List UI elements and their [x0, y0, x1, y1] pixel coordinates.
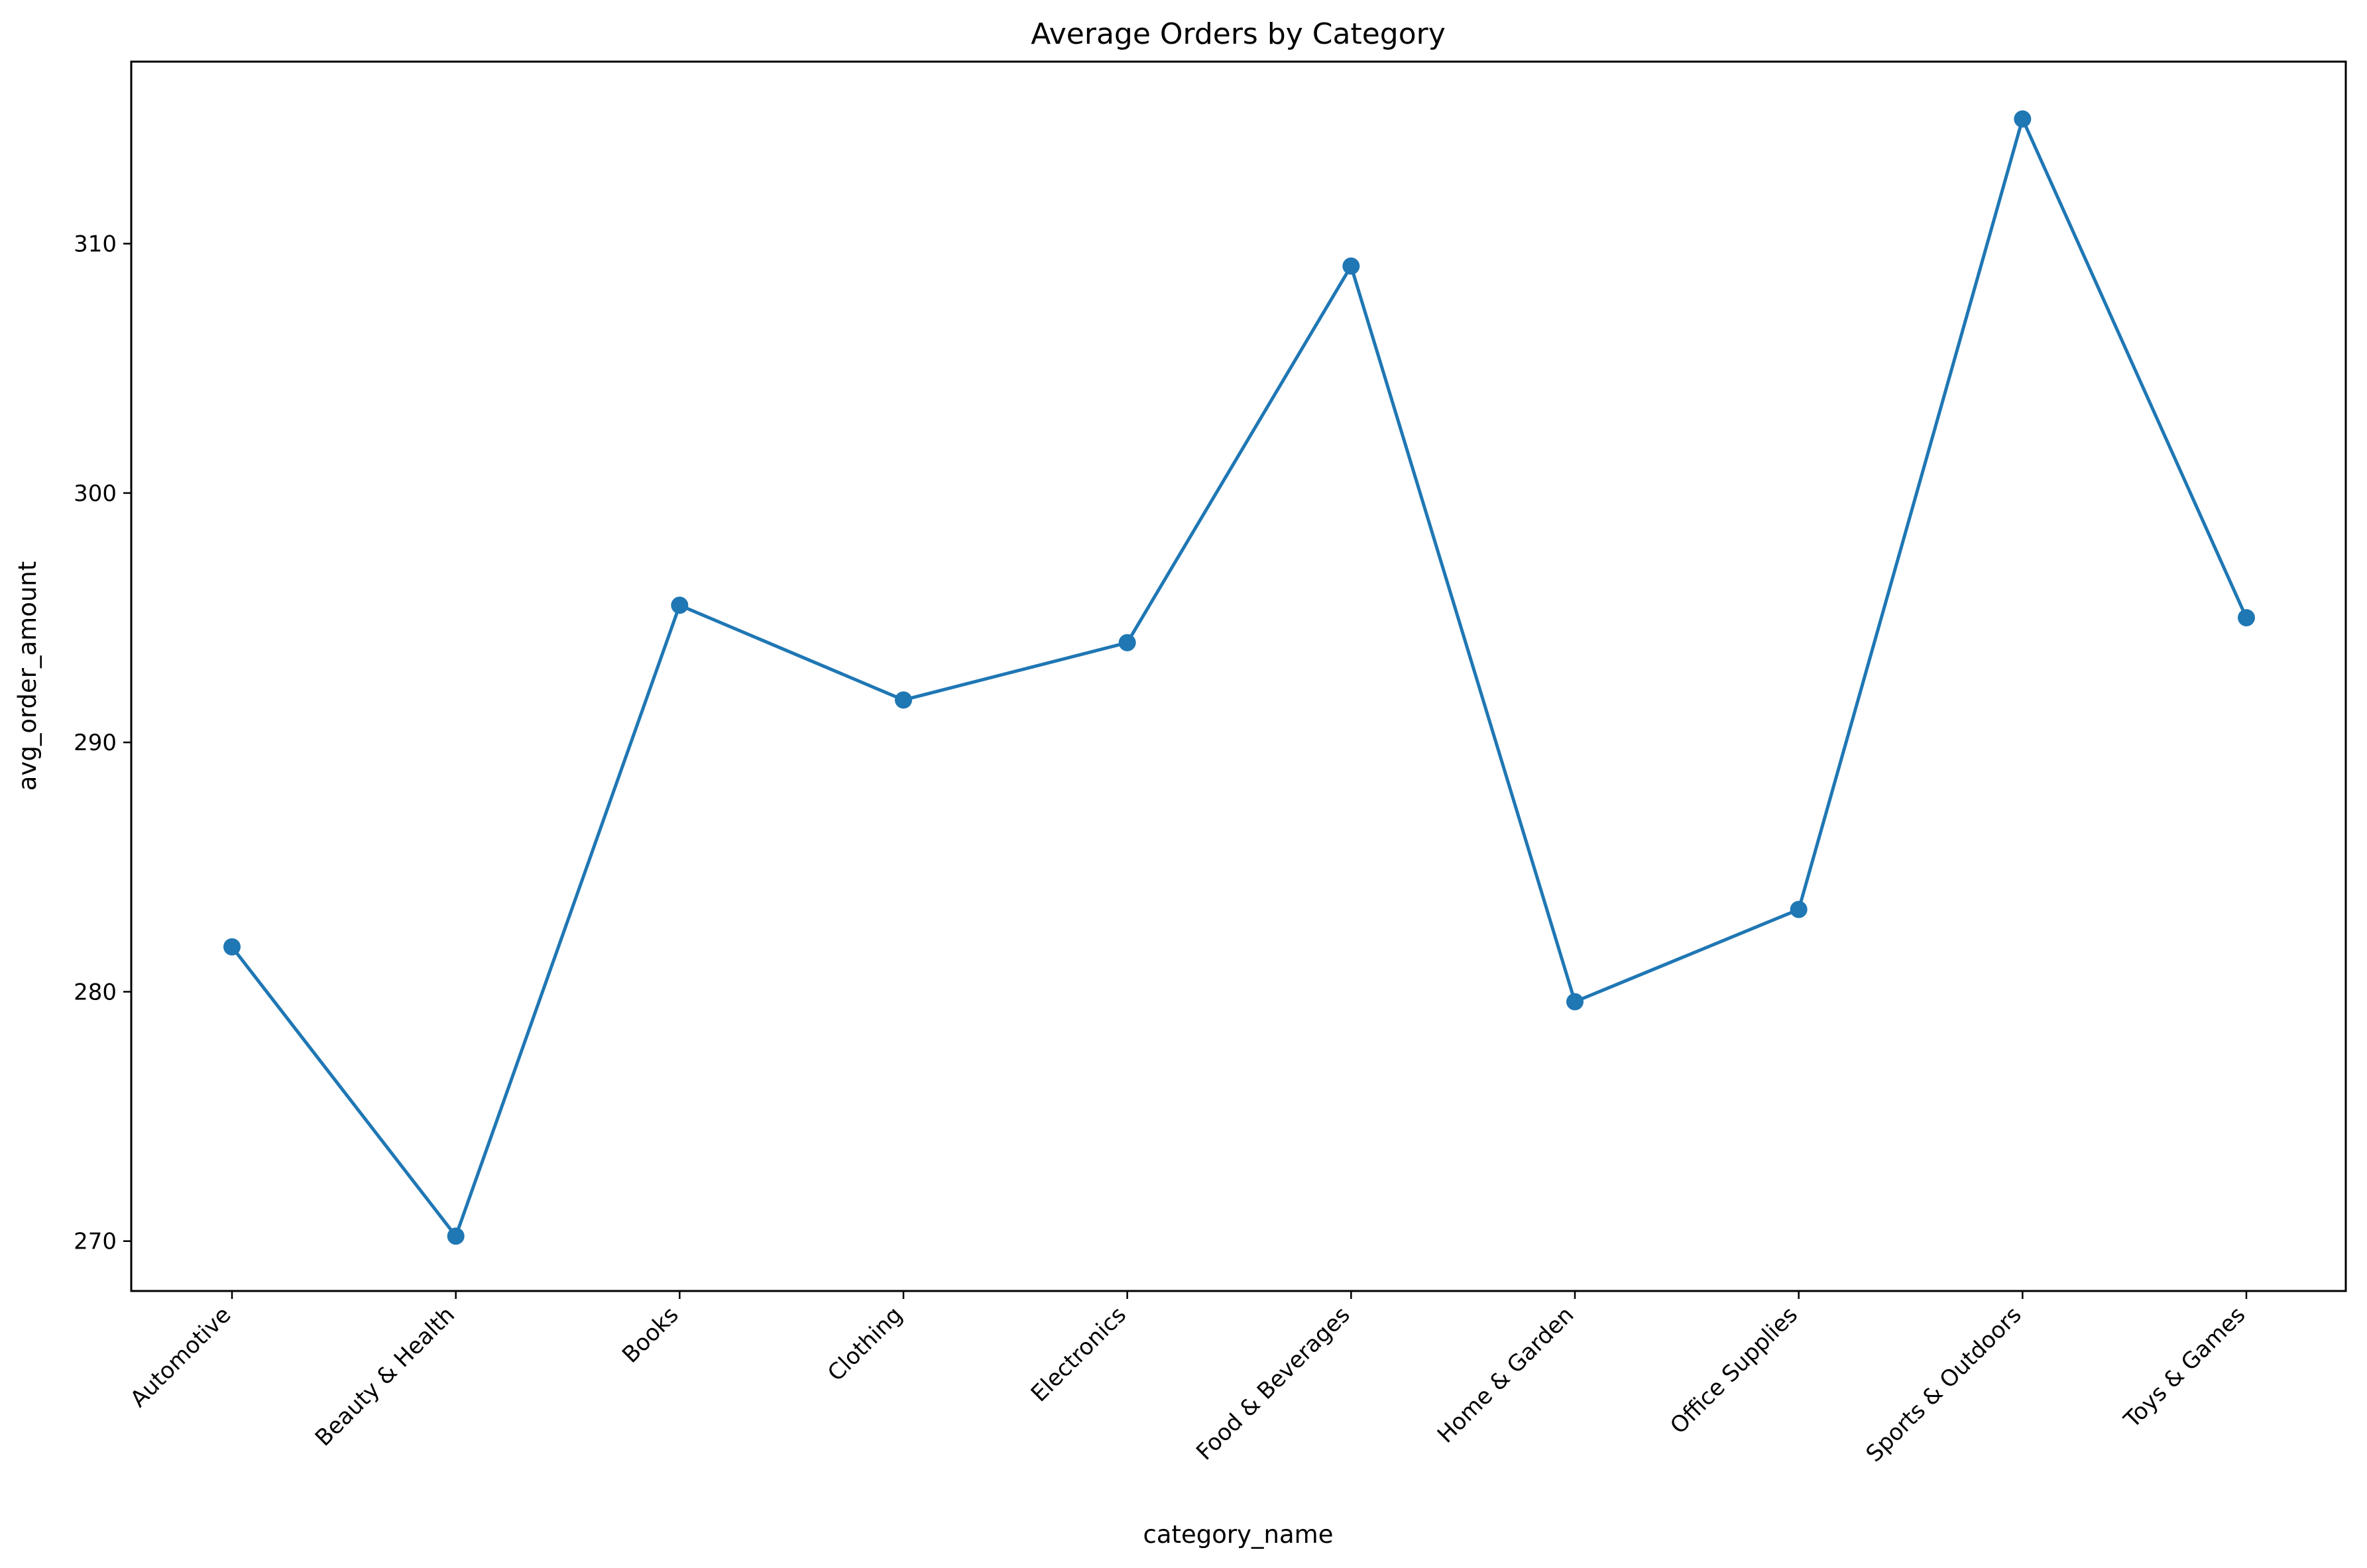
data-point — [1118, 634, 1136, 651]
x-axis-label: category_name — [1143, 1520, 1334, 1549]
x-tick-label: Sports & Outdoors — [1861, 1302, 2027, 1467]
series-line — [230, 117, 2248, 1238]
data-point — [1342, 257, 1360, 275]
data-point — [671, 596, 689, 614]
data-point — [223, 938, 241, 956]
data-point — [1790, 901, 1808, 919]
x-tick-label: Beauty & Health — [310, 1302, 460, 1451]
chart-title: Average Orders by Category — [1031, 17, 1446, 51]
data-point — [447, 1227, 465, 1245]
x-tick-label: Home & Garden — [1432, 1302, 1579, 1448]
y-tick-label: 270 — [74, 1229, 117, 1255]
x-tick-label: Clothing — [823, 1302, 907, 1386]
data-point — [2014, 110, 2032, 128]
y-tick-label: 290 — [74, 730, 117, 756]
y-tick-label: 280 — [74, 979, 117, 1005]
y-axis: 270 280 290 300 310 — [74, 231, 131, 1255]
data-point — [2238, 609, 2255, 627]
y-tick-label: 300 — [74, 480, 117, 507]
x-tick-label: Books — [617, 1302, 684, 1369]
y-tick-label: 310 — [74, 231, 117, 258]
x-tick-label: Food & Beverages — [1191, 1302, 1355, 1465]
data-point — [1566, 993, 1584, 1011]
plot-frame — [130, 60, 2347, 1292]
series-avg-order-amount — [223, 110, 2255, 1245]
y-axis-label: avg_order_amount — [13, 561, 42, 791]
x-tick-label: Office Supplies — [1665, 1302, 1803, 1439]
data-point — [895, 691, 912, 709]
x-tick-label: Automotive — [125, 1302, 236, 1412]
x-tick-label: Electronics — [1026, 1302, 1131, 1407]
plot-area — [130, 60, 2347, 1292]
x-axis: Automotive Beauty & Health Books Clothing El… — [125, 1291, 2250, 1467]
x-tick-label: Toys & Games — [2118, 1302, 2250, 1433]
